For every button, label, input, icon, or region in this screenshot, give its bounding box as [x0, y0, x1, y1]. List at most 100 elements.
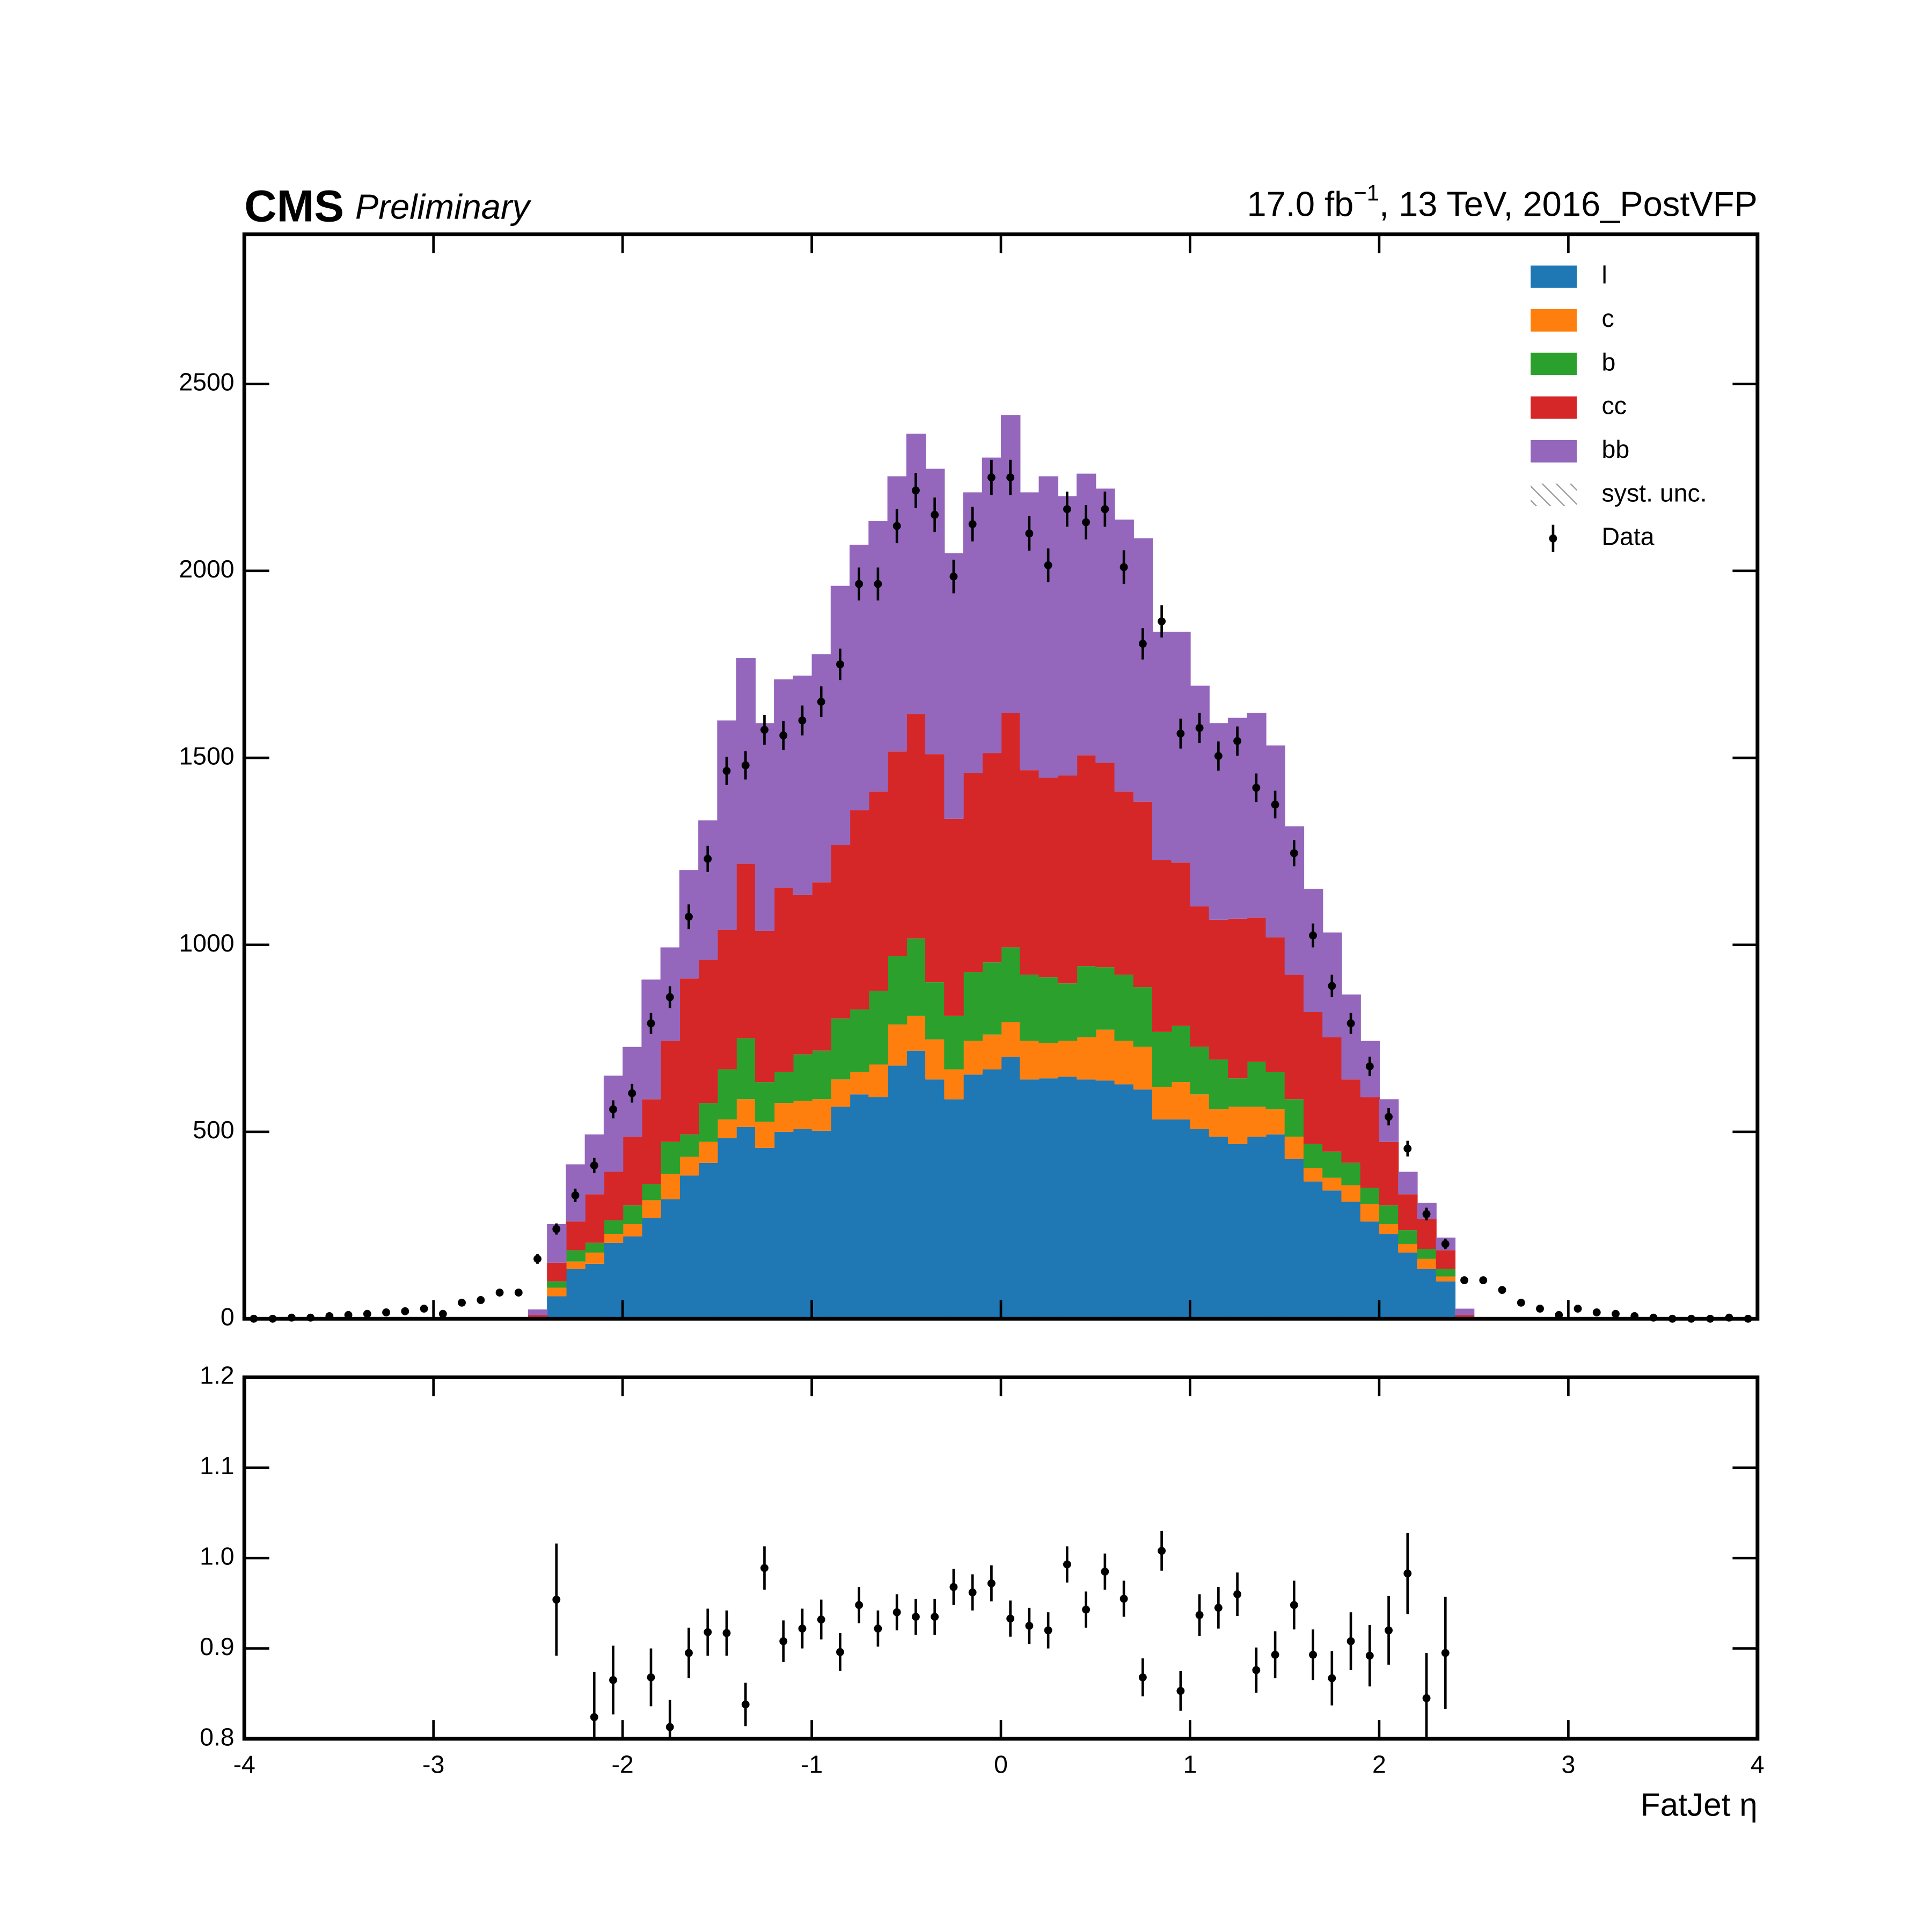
data-point: [1082, 518, 1091, 526]
data-point: [571, 1191, 580, 1199]
ratio-point: [704, 1628, 712, 1636]
ratio-point: [1252, 1666, 1261, 1674]
ratio-point: [874, 1624, 882, 1633]
data-point: [1517, 1298, 1525, 1307]
ratio-point: [1044, 1626, 1052, 1635]
data-point: [704, 854, 712, 863]
stack-bar: [755, 1082, 775, 1122]
stack-bar: [1095, 488, 1115, 763]
stack-bar: [1209, 919, 1229, 1060]
ratio-point: [1441, 1649, 1450, 1657]
ratio-point: [949, 1583, 958, 1591]
data-point: [665, 993, 674, 1001]
data-point: [1612, 1309, 1620, 1318]
stack-bar: [887, 1024, 907, 1066]
legend-label: b: [1602, 348, 1616, 376]
data-point: [1138, 640, 1147, 648]
stack-bar: [1209, 1059, 1229, 1110]
x-tick-label: 0: [994, 1750, 1008, 1778]
ratio-point: [987, 1579, 996, 1587]
stack-bar: [944, 818, 964, 1016]
legend: lcb cc bb syst. unc. Data: [1531, 261, 1707, 552]
stack-bar: [1020, 770, 1040, 975]
stack-bar: [868, 991, 888, 1065]
data-point: [363, 1309, 371, 1318]
data-point: [741, 761, 750, 770]
data-point: [836, 660, 844, 669]
stack-bar: [1284, 975, 1305, 1100]
data-point: [1290, 849, 1298, 858]
ratio-point: [1119, 1594, 1128, 1603]
stack-bar: [603, 1242, 624, 1319]
legend-swatch: [1531, 440, 1577, 463]
legend-swatch: [1531, 484, 1577, 506]
stack-bar: [584, 1194, 605, 1243]
stack-bar: [1020, 975, 1040, 1041]
stack-bar: [982, 1069, 1002, 1319]
stack-bar: [793, 895, 813, 1055]
ratio-point: [1233, 1590, 1242, 1599]
data-point: [1025, 529, 1034, 538]
ratio-point: [1176, 1687, 1185, 1695]
data-point: [495, 1289, 504, 1297]
legend-label: syst. unc.: [1602, 479, 1707, 507]
data-point: [477, 1296, 485, 1304]
stack-bar: [1284, 1136, 1305, 1159]
stack-bar: [1379, 1141, 1399, 1206]
stack-bar: [1001, 415, 1021, 713]
stack-bar: [679, 1175, 699, 1319]
stack-bar: [698, 820, 718, 960]
ratio-point: [931, 1613, 939, 1621]
data-point: [1063, 505, 1071, 514]
stack-bar: [679, 1134, 699, 1157]
stack-bar: [1247, 713, 1267, 918]
ratio-point: [855, 1601, 863, 1609]
stack-bar: [887, 956, 907, 1024]
data-point: [1233, 737, 1242, 745]
ratio-point: [760, 1564, 769, 1572]
stack-bar: [963, 773, 983, 972]
x-tick-label: 1: [1183, 1750, 1197, 1778]
stack-bar: [830, 1107, 851, 1319]
stack-bar: [547, 1287, 567, 1297]
stack-bar: [755, 1122, 775, 1148]
stack-bar: [1114, 791, 1134, 975]
stack-bar: [679, 978, 699, 1135]
stack-bar: [1077, 966, 1096, 1037]
stack-bar: [698, 1162, 718, 1319]
stack-bar: [755, 931, 775, 1082]
data-point: [722, 767, 731, 775]
stack-bar: [1284, 1099, 1305, 1137]
data-point: [401, 1307, 409, 1315]
main-panel: [250, 415, 1752, 1323]
stack-bar: [1152, 632, 1172, 860]
stack-bar: [1152, 860, 1172, 1032]
stack-bar: [623, 1224, 642, 1236]
stack-bar: [1133, 538, 1153, 802]
ratio-point: [1309, 1650, 1318, 1659]
stack-bar: [698, 1103, 718, 1142]
stack-bar: [793, 1054, 813, 1101]
stack-bar: [1114, 1084, 1134, 1319]
data-point: [1328, 982, 1336, 990]
stack-bar: [774, 1131, 794, 1319]
data-point: [609, 1105, 617, 1114]
data-point: [1422, 1210, 1431, 1218]
stack-bar: [1417, 1269, 1437, 1319]
y-tick-label: 500: [193, 1116, 234, 1144]
stack-bar: [850, 1009, 869, 1072]
data-point: [1101, 505, 1109, 514]
stack-bar: [641, 1184, 661, 1201]
ratio-point: [1195, 1611, 1204, 1619]
stack-bar: [906, 1050, 926, 1319]
x-axis-label: FatJet η: [1641, 1787, 1758, 1823]
ratio-point: [1063, 1560, 1071, 1569]
ratio-point: [1271, 1650, 1279, 1659]
legend-swatch: [1531, 265, 1577, 288]
stack-bar: [1265, 1134, 1285, 1319]
stack-bar: [774, 1103, 794, 1132]
stack-bar: [660, 1041, 680, 1142]
stack-bar: [1038, 1043, 1058, 1079]
stack-bar: [1265, 937, 1285, 1072]
stack-bar: [1171, 1119, 1191, 1319]
